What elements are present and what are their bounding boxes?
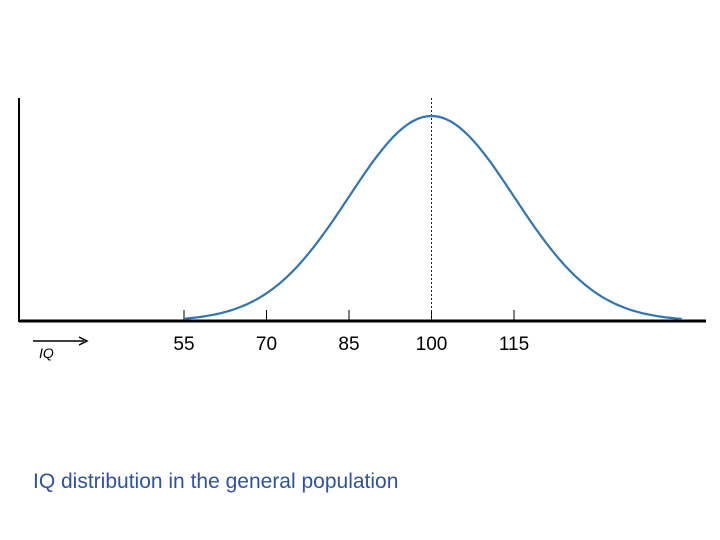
distribution-curve xyxy=(183,114,682,320)
x-tick-label-55: 55 xyxy=(173,334,194,355)
x-tick-label-115: 115 xyxy=(499,334,529,355)
iq-axis-arrow-icon xyxy=(33,336,89,346)
x-axis-label: IQ xyxy=(39,345,54,361)
x-tick-label-70: 70 xyxy=(256,334,277,355)
x-ticks: 55 70 85 100 115 xyxy=(173,310,529,355)
x-tick-label-100: 100 xyxy=(416,334,448,355)
chart-caption: IQ distribution in the general populatio… xyxy=(33,470,399,493)
x-tick-label-85: 85 xyxy=(338,334,359,355)
